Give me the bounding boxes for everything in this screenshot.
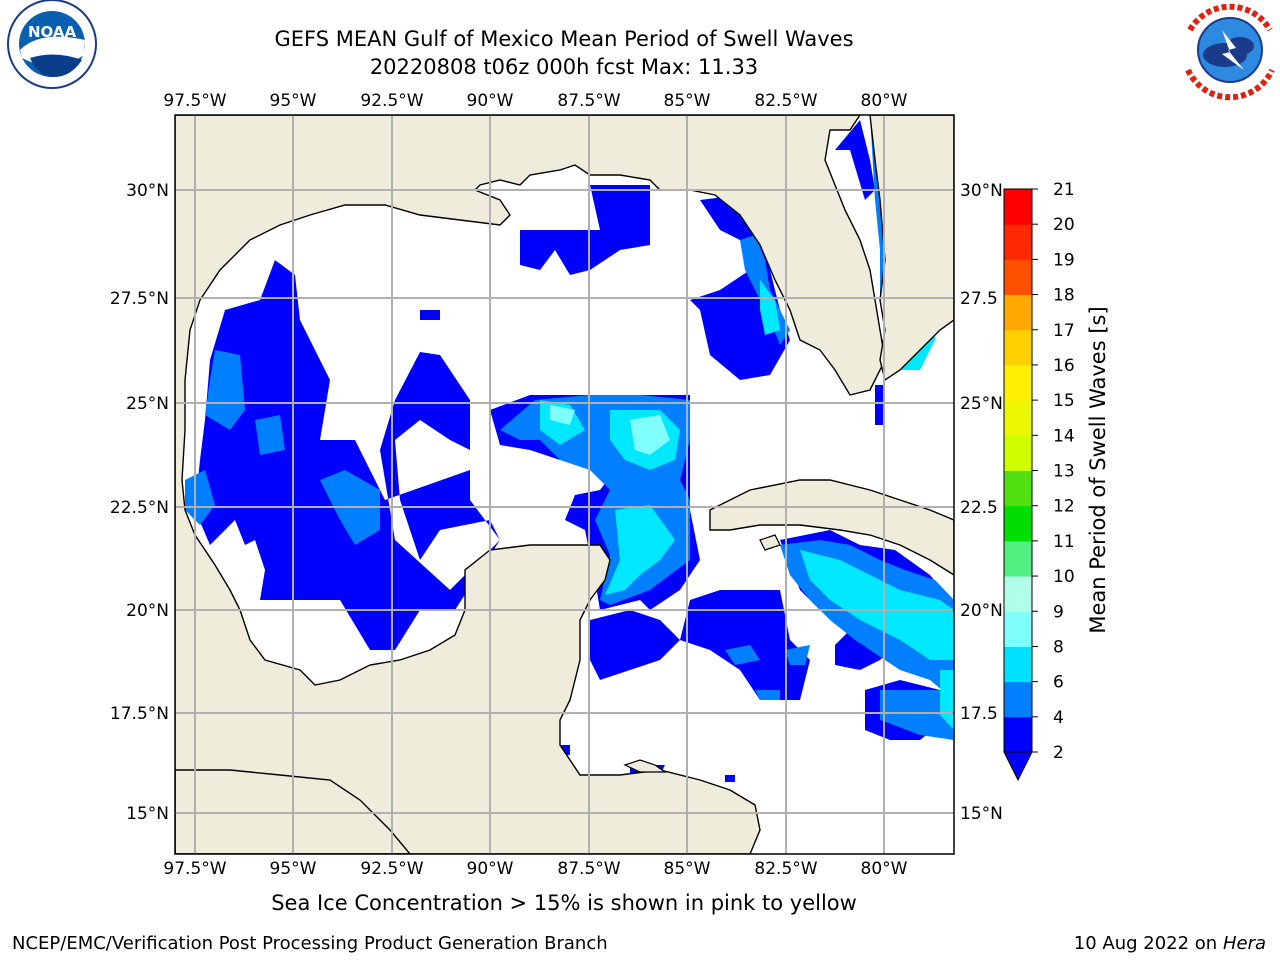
colorbar-label: Mean Period of Swell Waves [s] xyxy=(1086,306,1110,633)
lat-label: 27.5°N xyxy=(110,289,169,309)
lat-label: 27.5 xyxy=(960,289,998,309)
lon-label: 82.5°W xyxy=(754,91,817,111)
lat-label: 22.5 xyxy=(960,498,998,518)
lat-label: 20°N xyxy=(126,601,169,621)
colorbar-swatch xyxy=(1004,576,1032,612)
colorbar-swatch xyxy=(1004,189,1032,225)
colorbar-tick-label: 13 xyxy=(1053,462,1075,482)
map-title: GEFS MEAN Gulf of Mexico Mean Period of … xyxy=(274,27,854,51)
lat-label: 15°N xyxy=(960,804,1003,824)
colorbar-tick-label: 6 xyxy=(1053,673,1064,693)
lon-label: 85°W xyxy=(664,859,711,879)
sea-ice-note: Sea Ice Concentration > 15% is shown in … xyxy=(271,891,857,915)
lon-label: 87.5°W xyxy=(557,859,620,879)
nws-logo xyxy=(1184,3,1276,101)
lon-label: 92.5°W xyxy=(360,91,423,111)
lon-label: 97.5°W xyxy=(163,859,226,879)
colorbar-swatch xyxy=(1004,259,1032,296)
lon-labels-bottom: 97.5°W 95°W 92.5°W 90°W 87.5°W 85°W 82.5… xyxy=(163,859,907,879)
colorbar-tick-label: 19 xyxy=(1053,250,1075,270)
lon-label: 95°W xyxy=(270,91,317,111)
colorbar-swatch xyxy=(1004,611,1032,647)
lon-label: 95°W xyxy=(270,859,317,879)
colorbar-swatch xyxy=(1004,470,1032,507)
colorbar-tick-label: 9 xyxy=(1053,602,1064,622)
colorbar-tick-label: 15 xyxy=(1053,391,1075,411)
graticule xyxy=(175,115,954,854)
colorbar-tick-label: 18 xyxy=(1053,286,1075,306)
colorbar-tick-label: 4 xyxy=(1053,708,1064,728)
date-stamp: 10 Aug 2022 on Hera xyxy=(1074,933,1266,954)
noaa-logo-text: NOAA xyxy=(28,23,77,41)
lon-label: 80°W xyxy=(861,859,908,879)
lat-label: 30°N xyxy=(960,181,1003,201)
colorbar-swatch xyxy=(1004,435,1032,471)
lat-label: 25°N xyxy=(960,394,1003,414)
colorbar-swatch xyxy=(1004,540,1032,577)
colorbar-tick-label: 14 xyxy=(1053,426,1075,446)
colorbar-tick-label: 12 xyxy=(1053,497,1075,517)
lat-labels-left: 30°N 27.5°N 25°N 22.5°N 20°N 17.5°N 15°N xyxy=(110,181,169,824)
colorbar-swatch xyxy=(1004,716,1032,753)
map-subtitle: 20220808 t06z 000h fcst Max: 11.33 xyxy=(369,55,759,79)
colorbar-swatch xyxy=(1004,681,1032,718)
lon-label: 85°W xyxy=(664,91,711,111)
host-name: Hera xyxy=(1222,933,1266,954)
colorbar-swatch xyxy=(1004,400,1032,436)
colorbar-swatch xyxy=(1004,646,1032,683)
noaa-logo: NOAA xyxy=(7,0,97,89)
colorbar-swatch xyxy=(1004,505,1032,542)
lat-labels-right: 30°N 27.5 25°N 22.5 20°N 17.5 15°N xyxy=(960,181,1003,824)
lat-label: 17.5 xyxy=(960,704,998,724)
land-areas xyxy=(175,115,954,854)
date-text: 10 Aug 2022 on xyxy=(1073,933,1218,954)
colorbar-tick-label: 20 xyxy=(1053,215,1075,235)
colorbar-tick-label: 2 xyxy=(1053,743,1064,763)
colorbar-swatch xyxy=(1004,294,1032,331)
lat-label: 22.5°N xyxy=(110,498,169,518)
lon-label: 90°W xyxy=(467,859,514,879)
lon-label: 87.5°W xyxy=(557,91,620,111)
colorbar-swatch xyxy=(1004,364,1032,401)
colorbar-tick-label: 21 xyxy=(1053,180,1075,200)
lat-label: 25°N xyxy=(126,394,169,414)
lon-label: 90°W xyxy=(467,91,514,111)
lat-label: 17.5°N xyxy=(110,704,169,724)
lat-label: 20°N xyxy=(960,601,1003,621)
lon-label: 92.5°W xyxy=(360,859,423,879)
colorbar-swatch xyxy=(1004,224,1032,260)
lat-label: 30°N xyxy=(126,181,169,201)
lon-label: 80°W xyxy=(861,91,908,111)
colorbar-swatches xyxy=(1004,189,1032,753)
lon-label: 82.5°W xyxy=(754,859,817,879)
map-frame xyxy=(174,114,955,855)
colorbar: 21 20 19 18 17 16 15 14 13 12 11 10 9 8 6 4 2 Mean Perio… xyxy=(1003,180,1110,782)
lon-labels-top: 97.5°W 95°W 92.5°W 90°W 87.5°W 85°W 82.5… xyxy=(163,91,907,111)
lat-label: 15°N xyxy=(126,804,169,824)
colorbar-tick-label: 17 xyxy=(1053,321,1075,341)
colorbar-tick-label: 8 xyxy=(1053,637,1064,657)
colorbar-ticks: 21 20 19 18 17 16 15 14 13 12 11 10 9 8 6 4 2 xyxy=(1032,180,1075,763)
islands xyxy=(623,534,781,773)
colorbar-swatch xyxy=(1004,329,1032,366)
colorbar-tick-label: 11 xyxy=(1053,532,1075,552)
colorbar-tick-label: 16 xyxy=(1053,356,1075,376)
credit-text: NCEP/EMC/Verification Post Processing Pr… xyxy=(12,933,608,954)
lon-label: 97.5°W xyxy=(163,91,226,111)
colorbar-extend-arrow xyxy=(1003,751,1033,782)
colorbar-tick-label: 10 xyxy=(1053,567,1075,587)
